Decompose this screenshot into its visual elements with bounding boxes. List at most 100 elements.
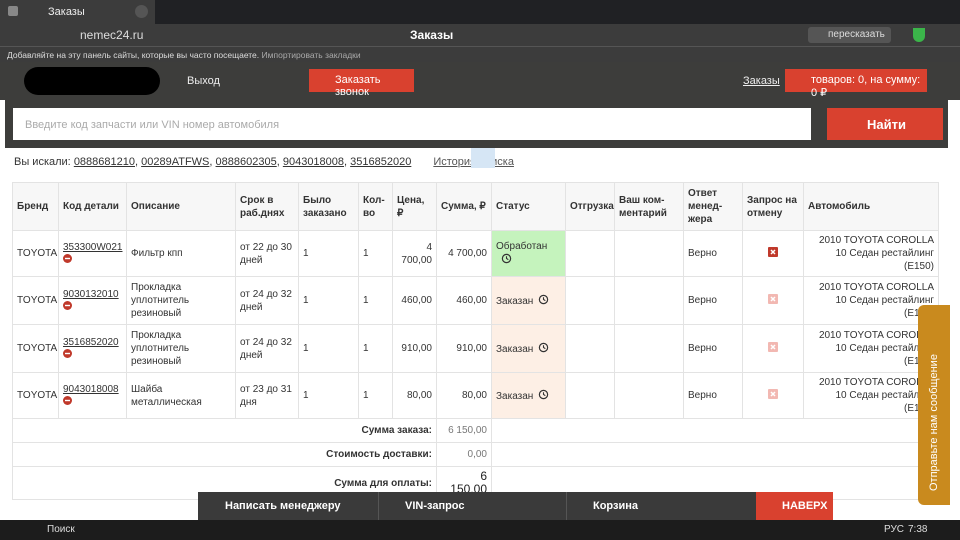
brand: TOYOTA xyxy=(17,295,58,306)
sum-cell: 80,00 xyxy=(436,372,492,419)
taskbar-lang: РУС xyxy=(884,524,905,535)
header-cell: Срок в раб.днях xyxy=(235,182,299,231)
cancel-icon[interactable] xyxy=(768,341,778,352)
header-cell: Код детали xyxy=(58,182,127,231)
price: 910,00 xyxy=(401,343,432,354)
price: 460,00 xyxy=(401,295,432,306)
bookmarks-bar: Добавляйте на эту панель сайты, которые … xyxy=(0,46,960,62)
price-cell: 910,00 xyxy=(392,324,437,373)
code-cell: 9030132010 xyxy=(58,276,127,325)
history-item[interactable]: 0888602305 xyxy=(215,156,277,168)
remove-icon[interactable] xyxy=(63,253,72,263)
shield-icon xyxy=(913,28,925,42)
remove-icon[interactable] xyxy=(63,348,72,358)
ordered-cell: 1 xyxy=(298,324,359,373)
new-tab[interactable] xyxy=(135,5,148,18)
price-cell: 460,00 xyxy=(392,276,437,325)
bookmarks-link[interactable]: Импортировать закладки xyxy=(261,50,361,60)
header-cell: Кол-во xyxy=(358,182,393,231)
cancel-icon[interactable] xyxy=(768,246,778,257)
side-widget-text: Отправьте нам сообщение xyxy=(928,354,940,491)
favicon xyxy=(8,6,18,16)
taskbar-search[interactable]: Поиск xyxy=(47,524,75,535)
sum: 460,00 xyxy=(456,295,487,306)
code[interactable]: 9030132010 xyxy=(63,288,119,300)
call-button[interactable]: Заказать звонок xyxy=(309,69,414,98)
shipment-cell xyxy=(565,324,615,373)
orders-table: Бренд Код детали Описание Срок в раб.днях Бы… xyxy=(12,182,939,500)
order-row: TOYOTA 9030132010 Прокладка уплотнитель ре… xyxy=(12,276,939,325)
search-history: Вы искали: 0888681210, 00289ATFWS, 08886… xyxy=(14,156,514,168)
cancel-icon[interactable] xyxy=(768,388,778,399)
code[interactable]: 353300W021 xyxy=(63,241,123,253)
side-widget[interactable]: Отправьте нам сообщение xyxy=(918,305,950,505)
status: Заказан xyxy=(496,390,534,402)
cancel-cell xyxy=(742,324,804,373)
reply-cell: Верно xyxy=(683,276,743,325)
description-cell: Шайба металлическая xyxy=(126,372,236,419)
total-label: Стоимость доставки: xyxy=(12,442,437,467)
description: Фильтр кпп xyxy=(131,248,183,259)
total-value: 0,00 xyxy=(436,442,492,467)
manager-button[interactable]: Написать менеджеру xyxy=(225,500,341,512)
history-icon[interactable] xyxy=(538,342,549,353)
cart-button[interactable]: товаров: 0, на сумму: 0 ₽ xyxy=(785,69,927,99)
remove-icon[interactable] xyxy=(63,300,72,310)
vin-button[interactable]: VIN-запрос xyxy=(378,492,465,521)
retell-button[interactable]: пересказать xyxy=(808,27,891,43)
history-label: Вы искали: xyxy=(14,156,71,168)
remove-icon[interactable] xyxy=(63,395,72,405)
term: от 24 до 32 дней xyxy=(240,288,292,313)
orders-link[interactable]: Заказы xyxy=(743,75,780,87)
cart-bottom-button[interactable]: Корзина xyxy=(566,492,638,521)
total-empty xyxy=(491,442,939,467)
price-cell: 4 700,00 xyxy=(392,230,437,277)
header-cell: Автомобиль xyxy=(803,182,939,231)
history-icon[interactable] xyxy=(501,253,512,264)
history-item[interactable]: 00289ATFWS xyxy=(141,156,210,168)
car: 2010 TOYOTA COROLLA 10 Седан рестайлинг … xyxy=(818,330,934,367)
code[interactable]: 9043018008 xyxy=(63,383,119,395)
top-button[interactable]: НАВЕРХ xyxy=(756,492,833,521)
sum-cell: 4 700,00 xyxy=(436,230,492,277)
search-button[interactable]: Найти xyxy=(827,108,943,140)
qty: 1 xyxy=(363,248,369,259)
site-header: Выход Заказать звонок Заказы товаров: 0,… xyxy=(0,62,960,100)
brand: TOYOTA xyxy=(17,248,58,259)
term: от 22 до 30 дней xyxy=(240,241,292,266)
header-cell: Запрос на отмену xyxy=(742,182,804,231)
brand-cell: TOYOTA xyxy=(12,276,59,325)
term-cell: от 24 до 32 дней xyxy=(235,324,299,373)
sum: 80,00 xyxy=(461,390,487,401)
header-cell: Было заказано xyxy=(298,182,359,231)
description: Шайба металлическая xyxy=(131,383,202,408)
search-input[interactable]: Введите код запчасти или VIN номер автом… xyxy=(13,108,811,140)
reply-cell: Верно xyxy=(683,230,743,277)
history-icon[interactable] xyxy=(538,389,549,400)
header-cell: Статус xyxy=(491,182,566,231)
header-cell: Сумма, ₽ xyxy=(436,182,492,231)
car-cell: 2010 TOYOTA COROLLA 10 Седан рестайлинг … xyxy=(803,276,939,325)
code-cell: 353300W021 xyxy=(58,230,127,277)
price-cell: 80,00 xyxy=(392,372,437,419)
price: 4 700,00 xyxy=(401,241,432,266)
qty: 1 xyxy=(363,343,369,354)
history-item[interactable]: 3516852020 xyxy=(350,156,412,168)
address-bar: nemec24.ru Заказы пересказать xyxy=(0,24,960,46)
logout-link[interactable]: Выход xyxy=(187,75,220,87)
qty-cell: 1 xyxy=(358,230,393,277)
total-value: 6 150,00 xyxy=(436,418,492,443)
status-cell: Заказан xyxy=(491,372,566,419)
code[interactable]: 3516852020 xyxy=(63,336,119,348)
history-item[interactable]: 0888681210 xyxy=(73,156,135,168)
history-icon[interactable] xyxy=(538,294,549,305)
status: Заказан xyxy=(496,295,534,307)
cancel-icon[interactable] xyxy=(768,293,778,304)
highlight xyxy=(471,148,495,168)
history-item[interactable]: 9043018008 xyxy=(282,156,345,168)
qty-cell: 1 xyxy=(358,276,393,325)
code-cell: 9043018008 xyxy=(58,372,127,419)
taskbar: Поиск РУС 7:38 xyxy=(0,520,960,540)
url[interactable]: nemec24.ru xyxy=(80,28,144,42)
tab[interactable]: Заказы xyxy=(0,0,155,24)
